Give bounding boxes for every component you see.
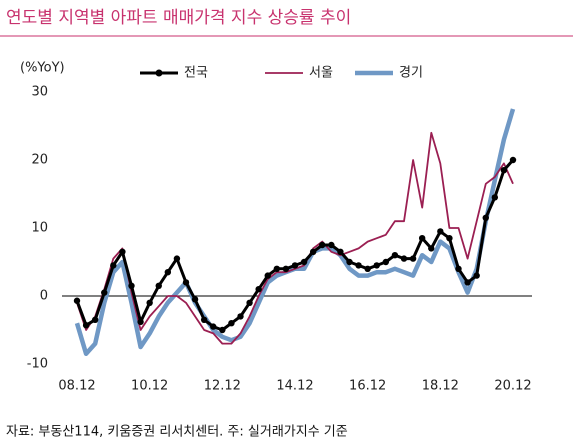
- point: [128, 282, 135, 289]
- x-tick-label: 18.12: [422, 379, 459, 394]
- point: [210, 323, 217, 330]
- point: [101, 289, 108, 296]
- point: [428, 245, 435, 252]
- point: [455, 265, 462, 272]
- point: [409, 255, 417, 262]
- point: [509, 156, 517, 164]
- point: [255, 286, 262, 293]
- x-tick-label: 08.12: [58, 379, 95, 394]
- point: [246, 299, 253, 306]
- point: [164, 269, 172, 276]
- point: [437, 228, 444, 235]
- point: [418, 235, 426, 242]
- point: [400, 255, 408, 262]
- point: [91, 316, 99, 323]
- point: [391, 252, 399, 259]
- point: [119, 248, 126, 255]
- y-tick-label: 10: [31, 221, 48, 236]
- point: [373, 262, 380, 269]
- point: [82, 322, 90, 329]
- y-tick-label: 30: [31, 85, 48, 100]
- point: [291, 262, 299, 269]
- x-tick-label: 20.12: [494, 379, 531, 394]
- source-note: 자료: 부동산114, 키움증권 리서치센터. 주: 실거래가지수 기준: [6, 425, 348, 440]
- legend-marker: [155, 69, 163, 77]
- point: [328, 241, 335, 249]
- point: [73, 297, 81, 304]
- y-tick-label: 0: [40, 289, 48, 304]
- point: [182, 279, 190, 286]
- point: [200, 316, 208, 323]
- point: [382, 258, 390, 266]
- point: [273, 265, 281, 272]
- point: [110, 262, 117, 269]
- y-tick-label: -10: [27, 357, 48, 372]
- point: [364, 265, 371, 272]
- point: [309, 248, 317, 255]
- chart-title: 연도별 지역별 아파트 매매가격 지수 상승률 추이: [6, 8, 351, 28]
- point: [464, 279, 471, 286]
- point: [300, 258, 308, 266]
- x-tick-label: 16.12: [349, 379, 386, 394]
- point: [219, 326, 226, 334]
- point: [500, 167, 508, 174]
- point: [155, 282, 162, 289]
- point: [355, 262, 362, 269]
- point: [191, 296, 199, 303]
- point: [173, 255, 181, 262]
- point: [491, 194, 499, 201]
- point: [237, 313, 244, 320]
- point: [264, 272, 271, 279]
- legend-label: 경기: [399, 66, 423, 81]
- point: [228, 320, 235, 327]
- point: [146, 299, 153, 306]
- legend-label: 서울: [309, 66, 333, 81]
- legend-label: 전국: [184, 66, 208, 81]
- x-tick-label: 12.12: [204, 379, 241, 394]
- point: [482, 214, 489, 221]
- point: [137, 318, 144, 326]
- point: [446, 235, 453, 242]
- series-line: [76, 131, 514, 345]
- x-tick-label: 14.12: [276, 379, 313, 394]
- x-tick-label: 10.12: [131, 379, 168, 394]
- point: [473, 272, 480, 279]
- point: [346, 258, 353, 266]
- point: [319, 241, 326, 249]
- point: [282, 265, 290, 272]
- y-axis-label: (%YoY): [20, 61, 65, 76]
- point: [337, 248, 344, 255]
- y-tick-label: 20: [31, 153, 48, 168]
